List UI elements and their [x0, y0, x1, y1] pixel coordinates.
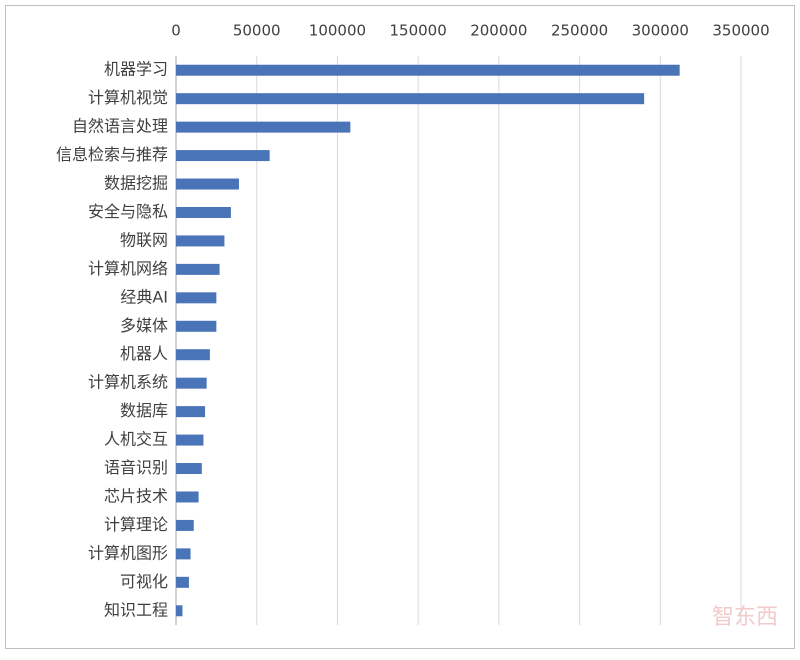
bar — [176, 406, 206, 418]
y-tick-label: 经典AI — [120, 287, 168, 306]
chart-frame — [5, 5, 795, 649]
y-tick-label: 人机交互 — [104, 430, 168, 449]
x-tick-label: 250000 — [551, 22, 608, 40]
y-tick-label: 信息检索与推荐 — [56, 145, 168, 164]
bar — [176, 320, 217, 332]
y-tick-label: 计算机图形 — [88, 543, 168, 562]
y-tick-label: 可视化 — [120, 572, 168, 591]
x-tick-label: 350000 — [712, 22, 769, 40]
y-tick-label: 语音识别 — [104, 458, 168, 477]
x-tick-label: 300000 — [632, 22, 689, 40]
bar — [176, 64, 680, 76]
y-tick-label: 计算机视觉 — [88, 88, 168, 107]
y-tick-label: 计算理论 — [104, 515, 168, 534]
watermark: 智东西 — [712, 605, 778, 630]
x-tick-label: 200000 — [470, 22, 527, 40]
y-tick-label: 芯片技术 — [104, 486, 168, 505]
bar — [176, 292, 217, 304]
y-tick-label: 计算机系统 — [88, 373, 168, 392]
x-tick-label: 50000 — [233, 22, 281, 40]
y-tick-label: 数据库 — [120, 401, 168, 420]
y-tick-label: 知识工程 — [104, 600, 168, 619]
y-tick-label: 数据挖掘 — [104, 174, 168, 193]
bar — [176, 434, 204, 446]
bar — [176, 377, 207, 389]
x-tick-label: 0 — [171, 22, 181, 40]
y-tick-label: 自然语言处理 — [72, 117, 168, 136]
bar — [176, 235, 225, 247]
y-tick-label: 多媒体 — [120, 316, 168, 335]
bar — [176, 93, 645, 105]
bar — [176, 519, 194, 531]
y-tick-label: 机器人 — [120, 344, 168, 363]
bar — [176, 150, 270, 162]
bar — [176, 605, 183, 617]
bar — [176, 491, 199, 503]
bar — [176, 548, 191, 560]
bar — [176, 263, 220, 275]
bar — [176, 121, 351, 133]
bar — [176, 349, 210, 361]
x-tick-label: 100000 — [309, 22, 366, 40]
bar — [176, 463, 202, 475]
y-tick-label: 机器学习 — [104, 60, 168, 79]
x-tick-label: 150000 — [390, 22, 447, 40]
y-tick-label: 安全与隐私 — [88, 202, 168, 221]
y-tick-label: 计算机网络 — [88, 259, 168, 278]
bar — [176, 178, 239, 190]
bar — [176, 206, 231, 218]
y-tick-label: 物联网 — [120, 230, 168, 249]
bar — [176, 576, 189, 588]
